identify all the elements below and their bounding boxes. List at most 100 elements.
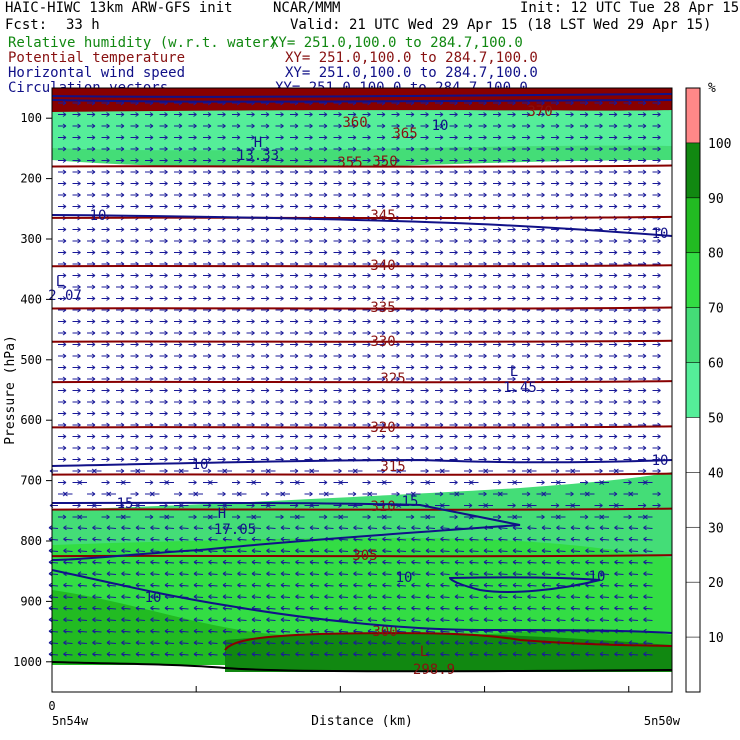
vector-arrowhead (338, 158, 342, 163)
vector-arrowhead (469, 536, 473, 542)
vector-arrowhead (91, 457, 96, 462)
vector-arrowhead (541, 388, 545, 393)
vector-arrowhead (193, 365, 197, 370)
vector-arrow (251, 573, 262, 575)
vector-arrowhead (541, 548, 546, 554)
colorbar-tick-label-30: 30 (708, 521, 724, 536)
vector-arrowhead (425, 365, 429, 370)
vector-arrowhead (571, 503, 576, 508)
vector-arrowhead (77, 146, 81, 152)
vector-arrowhead (135, 640, 140, 646)
vector-arrowhead (149, 169, 154, 175)
vector-arrowhead (251, 376, 255, 382)
vector-arrowhead (599, 169, 603, 175)
vector-arrowhead (237, 571, 241, 577)
vector-arrowhead (527, 571, 531, 577)
vector-arrowhead (265, 135, 270, 140)
vector-arrow (324, 584, 334, 587)
vector-arrow (527, 527, 537, 529)
vector-arrowhead (178, 330, 183, 336)
vector-arrow (498, 653, 508, 656)
vector-arrowhead (644, 514, 648, 520)
vector-arrowhead (178, 135, 183, 140)
vector-arrowhead (280, 434, 284, 439)
vector-arrowhead (323, 319, 328, 324)
vector-arrowhead (381, 388, 386, 393)
vector-arrowhead (528, 503, 532, 508)
vector-arrow (527, 550, 537, 552)
vector-arrowhead (396, 594, 401, 600)
vector-arrowhead (208, 559, 212, 565)
vector-arrowhead (512, 503, 516, 508)
vector-arrowhead (410, 204, 415, 209)
vector-arrow (208, 642, 218, 644)
vector-arrowhead (628, 353, 632, 359)
vector-arrowhead (352, 192, 357, 198)
vector-arrowhead (396, 445, 400, 451)
vector-arrowhead (164, 457, 168, 462)
vector-arrowhead (120, 342, 125, 347)
vector-arrowhead (135, 582, 140, 588)
vector-arrowhead (526, 273, 531, 278)
vector-arrowhead (454, 169, 458, 175)
vector-arrowhead (628, 123, 632, 129)
vector-arrowhead (585, 605, 589, 611)
vector-arrowhead (295, 640, 299, 646)
vector-arrowhead (222, 112, 226, 117)
vector-arrowhead (149, 238, 154, 244)
vector-arrowhead (251, 284, 255, 290)
vector-arrowhead (280, 330, 284, 336)
vector-arrow (643, 538, 653, 541)
vector-arrow (628, 607, 639, 610)
vector-arrowhead (454, 388, 458, 393)
vector-arrow (585, 584, 595, 587)
vector-arrowhead (570, 651, 575, 657)
vector-arrowhead (294, 250, 299, 255)
vector-arrowhead (323, 181, 328, 186)
vector-arrow (135, 550, 146, 552)
vector-arrow (237, 630, 247, 633)
vector-arrowhead (265, 192, 270, 198)
vector-arrow (425, 573, 436, 575)
vector-arrow (135, 642, 146, 644)
vector-arrowhead (236, 227, 241, 232)
vector-arrowhead (120, 457, 125, 462)
vector-arrowhead (396, 525, 401, 531)
vector-arrowhead (121, 617, 125, 623)
vector-arrowhead (236, 342, 241, 347)
vector-arrowhead (208, 571, 212, 577)
vector-arrowhead (309, 319, 313, 324)
vector-arrowhead (92, 640, 96, 646)
vector-arrowhead (367, 651, 372, 657)
vector-arrow (469, 619, 479, 621)
vector-arrow (541, 596, 552, 598)
vector-arrow (106, 630, 117, 633)
vector-arrowhead (584, 250, 589, 255)
vector-arrowhead (440, 617, 444, 623)
vector-arrowhead (570, 536, 575, 542)
vector-arrowhead (454, 376, 458, 382)
vector-arrowhead (628, 445, 632, 451)
vector-arrowhead (367, 536, 372, 542)
vector-arrowhead (483, 536, 488, 542)
vector-arrowhead (468, 250, 473, 255)
vector-arrow (599, 596, 610, 598)
vector-arrowhead (439, 146, 444, 152)
vector-arrowhead (483, 399, 487, 405)
vector-arrowhead (599, 571, 604, 577)
vector-arrowhead (367, 146, 371, 152)
vector-arrowhead (613, 158, 618, 163)
vector-arrowhead (251, 204, 255, 209)
vector-arrowhead (570, 571, 575, 577)
vector-arrowhead (381, 296, 386, 301)
vector-arrowhead (222, 594, 227, 600)
vector-arrow (498, 561, 508, 564)
vector-arrowhead (382, 548, 386, 554)
vector-arrowhead (179, 617, 183, 623)
vector-arrowhead (599, 594, 604, 600)
vector-arrowhead (121, 525, 125, 531)
vector-arrow (454, 596, 465, 598)
vector-arrowhead (62, 112, 67, 117)
vector-arrowhead (193, 342, 197, 347)
vector-arrowhead (207, 227, 212, 232)
